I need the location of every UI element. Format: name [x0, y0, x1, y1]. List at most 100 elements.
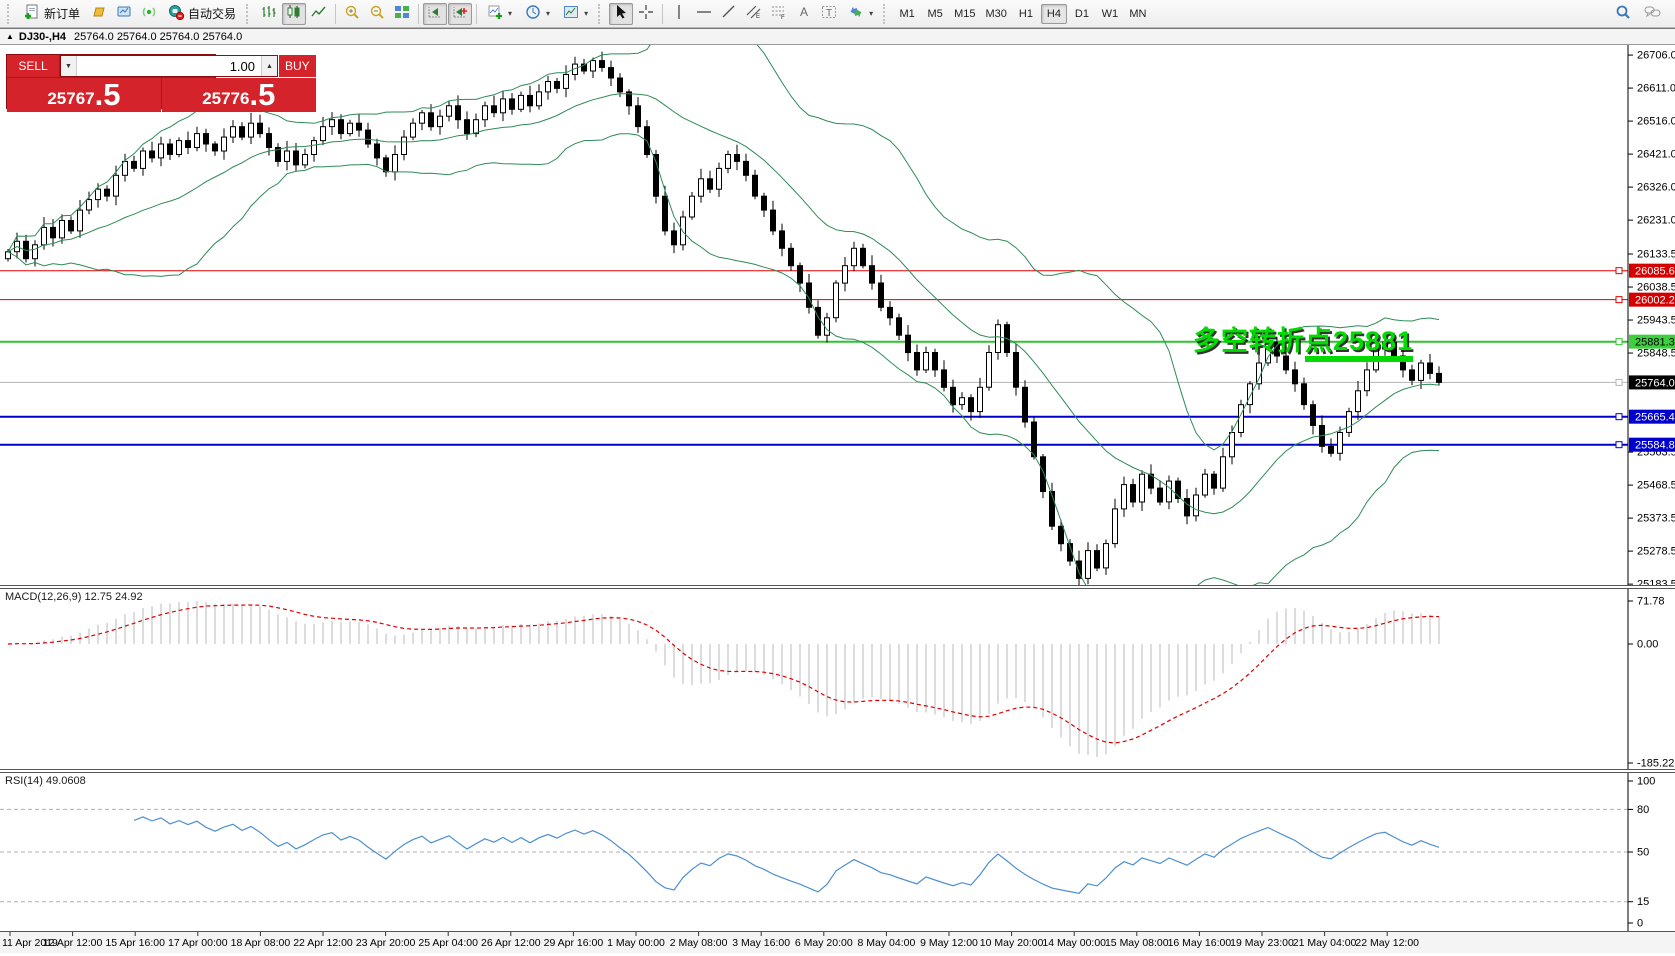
collapse-triangle-icon[interactable]: ▲ — [6, 32, 14, 41]
svg-text:11 Apr 2019: 11 Apr 2019 — [2, 937, 58, 949]
search-button[interactable] — [1611, 3, 1635, 25]
svg-text:19 May 23:00: 19 May 23:00 — [1230, 937, 1294, 949]
sell-button[interactable]: SELL — [7, 55, 59, 77]
svg-text:21 May 04:00: 21 May 04:00 — [1293, 937, 1357, 949]
candlestick-chart-icon — [286, 4, 302, 23]
timeframe-button-m1[interactable]: M1 — [894, 4, 920, 24]
toolbar-drag-handle[interactable] — [7, 3, 14, 24]
timeframe-button-mn[interactable]: MN — [1125, 4, 1151, 24]
trendline-icon — [721, 4, 737, 23]
buy-price-button[interactable]: 25776.5 — [161, 78, 316, 112]
svg-text:25943.5: 25943.5 — [1637, 315, 1675, 327]
toolbar-separator — [662, 3, 664, 24]
toolbar-drag-handle[interactable] — [246, 3, 253, 24]
macd-pane[interactable]: MACD(12,26,9) 12.75 24.92 71.78 0.00 -185.… — [0, 589, 1675, 769]
chart-shift-button[interactable] — [448, 2, 473, 25]
chat-button[interactable] — [1641, 3, 1665, 25]
horizontal-line-icon — [696, 4, 712, 23]
pane-divider[interactable] — [0, 585, 1675, 589]
timeframe-button-d1[interactable]: D1 — [1069, 4, 1095, 24]
indicators-icon — [487, 4, 503, 23]
autotrading-button[interactable]: 自动交易 — [162, 3, 242, 25]
chart-titlebar[interactable]: ▲ DJ30-,H4 25764.0 25764.0 25764.0 25764… — [0, 29, 1675, 45]
timeframe-button-m30[interactable]: M30 — [982, 4, 1011, 24]
svg-text:25764.0: 25764.0 — [1635, 377, 1675, 389]
cursor-icon — [613, 4, 629, 23]
timeframe-button-h4[interactable]: H4 — [1040, 3, 1067, 24]
toolbar-drag-handle[interactable] — [883, 3, 890, 24]
rsi-pane[interactable]: RSI(14) 49.0608 100 80 50 15 0 — [0, 773, 1675, 931]
svg-text:29 Apr 16:00: 29 Apr 16:00 — [544, 937, 604, 949]
dropdown-caret-icon: ▾ — [508, 9, 513, 18]
svg-text:14 May 00:00: 14 May 00:00 — [1042, 937, 1106, 949]
equidistant-channel-button[interactable]: E — [742, 3, 766, 25]
svg-text:22 Apr 12:00: 22 Apr 12:00 — [293, 937, 353, 949]
chart-ohlc-values: 25764.0 25764.0 25764.0 25764.0 — [74, 30, 243, 43]
timeframe-button-m5[interactable]: M5 — [922, 4, 948, 24]
main-chart-canvas[interactable]: 26706.0 26611.0 26516.0 26421.0 26326.0 26231… — [0, 45, 1675, 585]
buy-button[interactable]: BUY — [279, 55, 316, 77]
chart-symbol-period: DJ30-,H4 — [18, 30, 66, 43]
toolbar-separator — [476, 3, 478, 24]
svg-text:1 May 00:00: 1 May 00:00 — [607, 937, 665, 949]
crosshair-icon — [638, 4, 654, 23]
chart-text-annotation[interactable]: 多空转折点25881 — [1193, 319, 1414, 362]
svg-text:2 May 08:00: 2 May 08:00 — [670, 937, 728, 949]
periods-button[interactable]: ▾ — [519, 3, 556, 25]
fibonacci-icon: F — [771, 4, 787, 23]
sell-price-main: 25767 — [47, 89, 95, 108]
fibonacci-button[interactable]: F — [767, 3, 791, 25]
bar-chart-button[interactable] — [257, 3, 281, 25]
svg-text:71.78: 71.78 — [1637, 596, 1665, 608]
new-order-button[interactable]: 新订单 — [18, 3, 86, 25]
trendline-button[interactable] — [717, 3, 741, 25]
time-axis[interactable]: 11 Apr 2019 12 Apr 12:00 15 Apr 16:00 17 Ap… — [0, 931, 1675, 953]
svg-text:25183.5: 25183.5 — [1637, 579, 1675, 585]
crosshair-button[interactable] — [634, 3, 658, 25]
svg-text:18 Apr 08:00: 18 Apr 08:00 — [231, 937, 291, 949]
svg-text:25278.5: 25278.5 — [1637, 546, 1675, 558]
search-icon — [1615, 4, 1631, 23]
timeframe-button-m15[interactable]: M15 — [950, 4, 979, 24]
zoom-out-button[interactable] — [365, 3, 389, 25]
signals-icon — [141, 4, 157, 23]
volume-input[interactable] — [77, 56, 261, 76]
svg-text:26038.5: 26038.5 — [1637, 282, 1675, 294]
svg-text:26 Apr 12:00: 26 Apr 12:00 — [481, 937, 541, 949]
cursor-button[interactable] — [609, 2, 634, 25]
svg-text:9 May 12:00: 9 May 12:00 — [920, 937, 978, 949]
volume-increase-button[interactable]: ▲ — [261, 56, 277, 76]
svg-text:22 May 12:00: 22 May 12:00 — [1355, 937, 1419, 949]
timeframe-button-h1[interactable]: H1 — [1013, 4, 1039, 24]
candlestick-chart-button[interactable] — [282, 2, 307, 25]
timeframe-button-w1[interactable]: W1 — [1097, 4, 1123, 24]
line-chart-button[interactable] — [307, 3, 331, 25]
arrows-button[interactable]: ▾ — [842, 3, 879, 25]
volume-decrease-button[interactable]: ▼ — [61, 56, 77, 76]
rsi-canvas[interactable]: 100 80 50 15 0 — [0, 773, 1675, 931]
vertical-line-button[interactable] — [667, 3, 691, 25]
market-watch-button[interactable] — [112, 3, 136, 25]
annotation-main-text: 多空转折 — [1193, 326, 1305, 356]
signals-button[interactable] — [137, 3, 161, 25]
toolbar-drag-handle[interactable] — [598, 3, 605, 24]
svg-text:10 May 20:00: 10 May 20:00 — [980, 937, 1044, 949]
horizontal-line-button[interactable] — [692, 3, 716, 25]
chart-profile-button[interactable] — [87, 3, 111, 25]
main-toolbar: 新订单 自动交易 ▾ ▾ ▾ E F A T ▾ M1 M5 M15 M30 H1 H4 D… — [0, 0, 1675, 28]
text-label-button[interactable]: T — [817, 3, 841, 25]
pane-divider[interactable] — [0, 769, 1675, 773]
main-chart-pane[interactable]: 26706.0 26611.0 26516.0 26421.0 26326.0 26231… — [0, 45, 1675, 585]
svg-text:6 May 20:00: 6 May 20:00 — [795, 937, 853, 949]
svg-text:3 May 16:00: 3 May 16:00 — [732, 937, 790, 949]
sell-price-button[interactable]: 25767.5 — [7, 78, 161, 112]
zoom-in-button[interactable] — [340, 3, 364, 25]
indicators-button[interactable]: ▾ — [481, 3, 518, 25]
macd-canvas[interactable]: 71.78 0.00 -185.22 — [0, 589, 1675, 769]
templates-button[interactable]: ▾ — [557, 3, 594, 25]
auto-scroll-button[interactable] — [423, 2, 448, 25]
text-button[interactable]: A — [792, 3, 816, 25]
timeframe-toolbar: M1 M5 M15 M30 H1 H4 D1 W1 MN — [894, 3, 1151, 24]
vertical-line-icon — [671, 4, 687, 23]
tile-windows-button[interactable] — [390, 3, 414, 25]
